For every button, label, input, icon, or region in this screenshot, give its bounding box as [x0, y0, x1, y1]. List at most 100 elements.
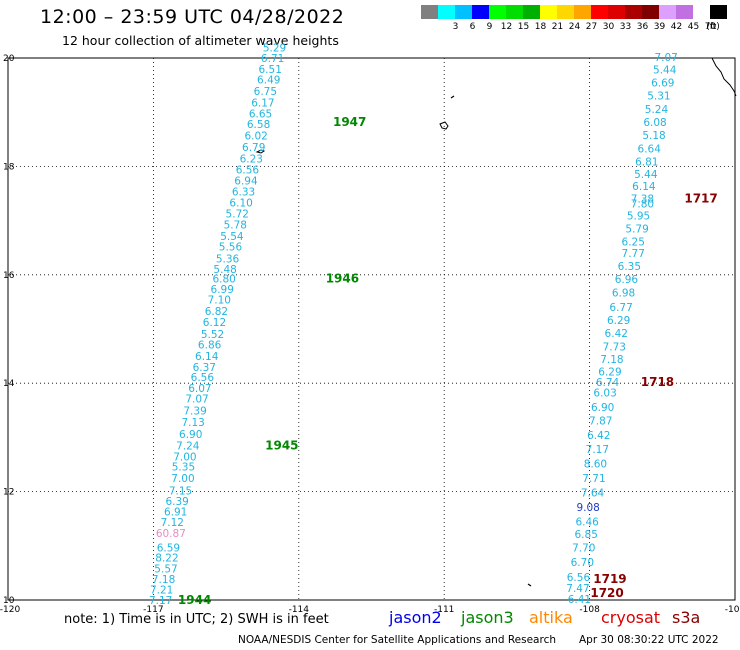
wave-height-value: 7.17 — [149, 595, 172, 607]
wave-height-value: 6.33 — [232, 186, 255, 198]
wave-height-value: 5.95 — [627, 211, 650, 223]
wave-height-value: 6.90 — [179, 429, 202, 441]
wave-height-value: 7.12 — [161, 517, 184, 529]
wave-height-value: 6.75 — [254, 86, 277, 98]
wave-height-value: 5.72 — [226, 209, 249, 221]
wave-height-value: 5.52 — [201, 329, 224, 341]
scale-swatch — [608, 5, 625, 19]
wave-height-value: 6.56 — [567, 572, 591, 584]
wave-height-value: 6.51 — [259, 64, 282, 76]
wave-height-value: 5.48 — [213, 264, 236, 276]
scale-swatch — [557, 5, 574, 19]
lat-tick-label: 18 — [3, 162, 15, 172]
wave-height-value: 6.03 — [593, 387, 616, 399]
satellite-label-jason3: jason3 — [461, 608, 514, 627]
wave-height-value: 6.98 — [612, 288, 635, 300]
wave-height-value: 7.73 — [603, 341, 626, 353]
wave-height-value: 6.49 — [257, 75, 280, 87]
scale-swatch — [676, 5, 693, 19]
scale-label: 42 — [670, 22, 683, 32]
wave-height-value: 6.41 — [568, 594, 591, 606]
wave-height-value: 6.65 — [249, 108, 272, 120]
wave-height-value: 7.00 — [171, 473, 194, 485]
scale-label: 39 — [653, 22, 666, 32]
wave-height-value: 6.81 — [635, 157, 658, 169]
map-subtitle: 12 hour collection of altimeter wave hei… — [62, 33, 339, 48]
time-marker: 1719 — [593, 572, 626, 586]
wave-height-value: 6.64 — [638, 144, 662, 156]
wave-height-value: 60.87 — [156, 528, 186, 540]
wave-height-value: 6.29 — [607, 315, 630, 327]
wave-height-value: 5.44 — [653, 64, 677, 76]
scale-label: 70 — [704, 22, 717, 32]
wave-height-value: 6.80 — [212, 274, 235, 286]
wave-height-value: 6.23 — [240, 153, 263, 165]
wave-height-value: 7.47 — [566, 583, 589, 595]
scale-swatch — [591, 5, 608, 19]
scale-label: 18 — [534, 22, 547, 32]
wave-height-value: 6.10 — [229, 198, 252, 210]
wave-height-value: 6.46 — [575, 516, 599, 528]
scale-swatch — [489, 5, 506, 19]
wave-height-value: 5.57 — [154, 564, 177, 576]
time-marker: 1946 — [326, 272, 359, 286]
wave-height-value: 7.38 — [631, 193, 654, 205]
satellite-label-altika: altika — [529, 608, 573, 627]
wave-height-value: 8.60 — [584, 458, 607, 470]
lat-tick-label: 12 — [3, 488, 14, 498]
lon-tick-label: -120 — [0, 605, 20, 615]
lon-tick-label: -105 — [725, 605, 740, 615]
satellite-label-jason2: jason2 — [389, 608, 442, 627]
wave-height-value: 6.79 — [242, 142, 265, 154]
wave-height-value: 6.29 — [598, 366, 621, 378]
time-marker: 1720 — [590, 586, 623, 600]
scale-swatch — [710, 5, 727, 19]
time-marker: 1947 — [333, 115, 366, 129]
scale-label: 30 — [602, 22, 615, 32]
wave-height-value: 6.70 — [571, 557, 594, 569]
scale-label: 33 — [619, 22, 632, 32]
wave-height-value: 5.54 — [220, 231, 244, 243]
wave-height-value: 5.29 — [263, 43, 286, 55]
wave-height-value: 7.07 — [654, 52, 677, 64]
scale-label: 9 — [486, 22, 493, 32]
map-frame — [7, 57, 736, 601]
satellite-label-cryosat: cryosat — [601, 608, 661, 627]
wave-height-value: 7.18 — [152, 574, 175, 586]
island-outline — [439, 121, 449, 130]
scale-label: 45 — [687, 22, 700, 32]
scale-swatch — [455, 5, 472, 19]
scale-label: 6 — [469, 22, 476, 32]
lat-tick-label: 20 — [3, 54, 15, 64]
wave-height-value: 7.18 — [600, 354, 623, 366]
wave-height-value: 7.70 — [572, 542, 595, 554]
wave-height-value: 9.08 — [576, 502, 599, 514]
wave-height-value: 6.74 — [596, 377, 620, 389]
wave-height-value: 6.91 — [164, 507, 187, 519]
wave-height-value: 7.64 — [581, 488, 605, 500]
scale-label: 36 — [636, 22, 649, 32]
scale-swatch — [506, 5, 523, 19]
lon-tick-label: -108 — [579, 605, 600, 615]
scale-swatch — [659, 5, 676, 19]
wave-height-value: 6.85 — [575, 529, 598, 541]
scale-swatch — [642, 5, 659, 19]
wave-height-value: 5.78 — [224, 219, 247, 231]
wave-height-value: 7.13 — [181, 417, 204, 429]
scale-swatch — [438, 5, 455, 19]
wave-height-value: 8.22 — [155, 553, 178, 565]
wave-height-value: 6.59 — [157, 542, 180, 554]
wave-height-value: 5.24 — [645, 104, 669, 116]
footer-credit: NOAA/NESDIS Center for Satellite Applica… — [238, 634, 556, 646]
wave-height-value: 7.10 — [208, 295, 231, 307]
wave-height-value: 7.39 — [183, 405, 206, 417]
scale-swatch — [421, 5, 438, 19]
wave-height-value: 6.86 — [198, 340, 222, 352]
scale-label: 15 — [517, 22, 530, 32]
wave-height-value: 6.58 — [247, 119, 270, 131]
wave-height-value: 6.39 — [165, 496, 188, 508]
footer-note: note: 1) Time is in UTC; 2) SWH is in fe… — [64, 612, 329, 627]
wave-height-value: 7.80 — [631, 198, 654, 210]
wave-height-value: 7.21 — [150, 585, 173, 597]
wave-height-value: 5.44 — [634, 169, 658, 181]
